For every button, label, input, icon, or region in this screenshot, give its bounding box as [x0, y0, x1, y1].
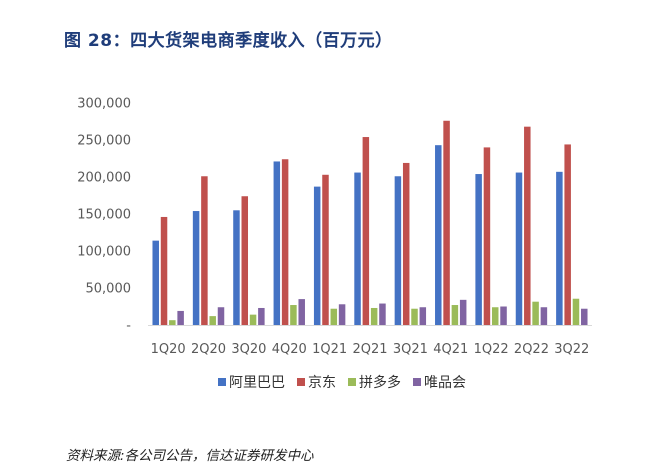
y-tick-label: 150,000 — [77, 208, 131, 223]
bar-3-5 — [379, 303, 386, 325]
x-tick-label: 3Q20 — [231, 342, 266, 357]
legend-swatch — [413, 378, 421, 386]
bar-1-0 — [160, 216, 168, 325]
bar-2-3 — [290, 305, 297, 325]
bar-0-0 — [152, 240, 159, 325]
y-tick-label: - — [126, 319, 131, 334]
bar-1-5 — [362, 137, 370, 325]
bar-3-10 — [581, 308, 588, 325]
legend-label: 京东 — [308, 375, 336, 391]
bar-1-1 — [201, 176, 208, 325]
bar-1-8 — [483, 147, 491, 325]
legend-swatch — [297, 378, 305, 386]
y-tick-label: 300,000 — [77, 97, 131, 112]
y-tick-label: 200,000 — [77, 171, 131, 186]
bar-1-6 — [402, 162, 410, 325]
bar-1-7 — [443, 120, 450, 325]
y-tick-label: 50,000 — [86, 282, 132, 297]
bar-1-10 — [564, 144, 571, 325]
bar-0-9 — [515, 172, 523, 325]
bars — [152, 120, 588, 326]
bar-3-1 — [217, 307, 225, 325]
bar-3-2 — [258, 307, 265, 325]
bar-0-2 — [233, 210, 240, 325]
y-tick-label: 250,000 — [77, 134, 131, 149]
bar-2-2 — [249, 314, 257, 325]
x-tick-label: 4Q20 — [272, 342, 307, 357]
bar-0-5 — [354, 172, 361, 325]
bar-2-9 — [532, 301, 539, 325]
x-tick-label: 4Q21 — [433, 342, 468, 357]
bar-0-3 — [273, 161, 281, 325]
bar-2-0 — [169, 320, 176, 325]
bar-2-6 — [411, 308, 418, 325]
bar-3-9 — [540, 307, 548, 325]
bar-3-0 — [177, 310, 184, 325]
bar-2-7 — [451, 305, 459, 325]
x-tick-label: 3Q22 — [554, 342, 589, 357]
bar-2-8 — [491, 307, 499, 325]
bar-2-5 — [370, 307, 378, 325]
bar-2-4 — [330, 308, 338, 325]
bar-0-6 — [394, 176, 402, 325]
y-axis-ticks: - 50,000 100,000 150,000 200,000 250,000 300,0… — [77, 97, 131, 334]
bar-0-1 — [192, 211, 200, 325]
y-tick-label: 100,000 — [77, 245, 131, 260]
x-tick-label: 2Q21 — [352, 342, 387, 357]
bar-0-7 — [435, 145, 442, 325]
x-tick-label: 1Q20 — [151, 342, 186, 357]
x-tick-label: 2Q20 — [191, 342, 226, 357]
legend-label: 拼多多 — [359, 374, 401, 391]
x-tick-label: 2Q22 — [514, 342, 549, 357]
x-axis-ticks: 1Q20 2Q20 3Q20 4Q20 1Q21 2Q21 3Q21 4Q21 1Q22 2Q22… — [151, 342, 590, 357]
legend-label: 唯品会 — [424, 375, 466, 391]
bar-0-4 — [313, 186, 321, 325]
bar-0-10 — [556, 171, 563, 325]
bar-3-3 — [298, 299, 305, 325]
x-tick-label: 3Q21 — [393, 342, 428, 357]
chart-title: 图 28：四大货架电商季度收入（百万元） — [64, 31, 393, 51]
source-note: 资料来源:各公司公告，信达证券研发中心 — [66, 448, 314, 464]
bar-3-4 — [338, 304, 346, 325]
bar-3-7 — [459, 299, 467, 325]
legend-swatch — [218, 378, 226, 386]
bar-1-3 — [281, 159, 289, 325]
bar-2-1 — [209, 316, 216, 325]
x-tick-label: 1Q21 — [312, 342, 347, 357]
bar-3-8 — [500, 306, 507, 325]
bar-1-9 — [524, 126, 531, 326]
legend-label: 阿里巴巴 — [229, 375, 285, 391]
x-tick-label: 1Q22 — [474, 342, 509, 357]
legend-swatch — [348, 378, 356, 386]
bar-0-8 — [475, 174, 482, 325]
bar-3-6 — [419, 307, 427, 325]
bar-1-4 — [322, 174, 329, 325]
bar-1-2 — [241, 196, 249, 325]
bar-2-10 — [572, 298, 580, 325]
legend: 阿里巴巴 京东 拼多多 唯品会 — [218, 374, 466, 391]
